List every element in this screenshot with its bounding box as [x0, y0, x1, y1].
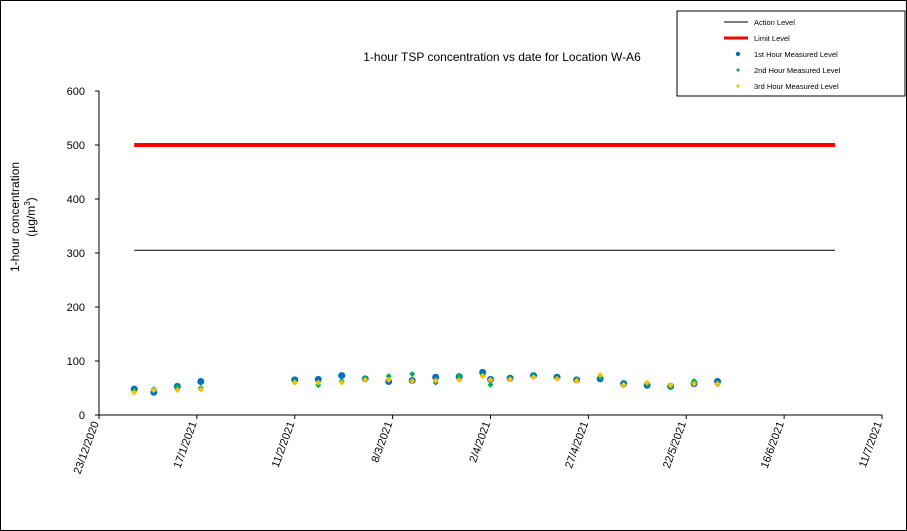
point-1st-hour	[314, 375, 322, 383]
point-3rd-hour	[644, 379, 651, 386]
y-tick-label: 400	[67, 194, 85, 206]
point-2nd-hour	[409, 370, 416, 377]
legend: Action Level Limit Level 1st Hour Measur…	[676, 10, 906, 97]
x-tick-label: 16/6/2021	[759, 420, 787, 470]
point-3rd-hour	[432, 377, 439, 384]
point-3rd-hour	[197, 386, 204, 393]
y-ticks: 0 100 200 300 400 500 600	[67, 86, 99, 422]
y-tick-label: 600	[67, 86, 85, 98]
legend-2nd-hour-label: 2nd Hour Measured Level	[754, 66, 841, 75]
legend-3rd-hour-label: 3rd Hour Measured Level	[754, 82, 839, 91]
x-tick-label: 2/4/2021	[467, 420, 493, 464]
point-3rd-hour	[620, 381, 627, 388]
point-3rd-hour	[409, 377, 416, 384]
point-2nd-hour	[487, 381, 494, 388]
point-3rd-hour	[691, 380, 698, 387]
legend-2nd-hour-swatch	[736, 68, 740, 72]
y-tick-label: 100	[67, 356, 85, 368]
x-tick-label: 11/7/2021	[857, 420, 885, 469]
point-1st-hour	[197, 378, 205, 386]
point-3rd-hour	[479, 373, 486, 380]
point-3rd-hour	[507, 376, 514, 383]
y-tick-label: 500	[67, 140, 85, 152]
x-tick-label: 17/1/2021	[172, 420, 200, 470]
y-axis-title: 1-hour concentration (µg/m3)	[8, 162, 38, 272]
legend-3rd-hour-swatch	[736, 84, 740, 88]
data-points	[130, 368, 722, 396]
legend-limit-level-label: Limit Level	[754, 34, 790, 43]
x-tick-label: 23/12/2020	[72, 420, 102, 476]
legend-box	[676, 10, 906, 97]
point-3rd-hour	[385, 376, 392, 383]
point-3rd-hour	[487, 376, 494, 383]
point-3rd-hour	[554, 375, 561, 382]
point-3rd-hour	[338, 379, 345, 386]
point-3rd-hour	[131, 389, 138, 396]
point-3rd-hour	[315, 379, 322, 386]
legend-action-level-label: Action Level	[754, 18, 795, 27]
point-3rd-hour	[530, 374, 537, 381]
x-tick-label: 11/2/2021	[270, 420, 298, 469]
point-3rd-hour	[174, 387, 181, 394]
point-2nd-hour	[174, 383, 181, 390]
x-tick-label: 27/4/2021	[563, 420, 591, 470]
point-2nd-hour	[385, 373, 392, 380]
reference-lines	[134, 143, 836, 251]
point-1st-hour	[338, 372, 346, 380]
y-tick-label: 300	[67, 248, 85, 260]
y-tick-label: 200	[67, 302, 85, 314]
point-3rd-hour	[667, 382, 674, 389]
y-axis-label-line1: 1-hour concentration	[8, 162, 22, 272]
point-1st-hour	[432, 373, 440, 381]
point-3rd-hour	[714, 380, 721, 387]
point-3rd-hour	[362, 376, 369, 383]
chart-title: 1-hour TSP concentration vs date for Loc…	[363, 50, 641, 64]
x-ticks: 23/12/2020 17/1/2021 11/2/2021 8/3/2021 2/4/…	[72, 415, 885, 476]
point-3rd-hour	[291, 379, 298, 386]
x-tick-label: 22/5/2021	[661, 420, 689, 470]
y-axis-label-line2: (µg/m3)	[23, 197, 38, 236]
legend-1st-hour-label: 1st Hour Measured Level	[754, 50, 838, 59]
point-3rd-hour	[573, 377, 580, 384]
legend-1st-hour-swatch	[735, 51, 741, 57]
point-3rd-hour	[150, 387, 157, 394]
y-tick-label: 0	[79, 410, 85, 422]
point-2nd-hour	[456, 373, 463, 380]
point-3rd-hour	[597, 372, 604, 379]
x-tick-label: 8/3/2021	[370, 420, 396, 464]
point-3rd-hour	[456, 376, 463, 383]
